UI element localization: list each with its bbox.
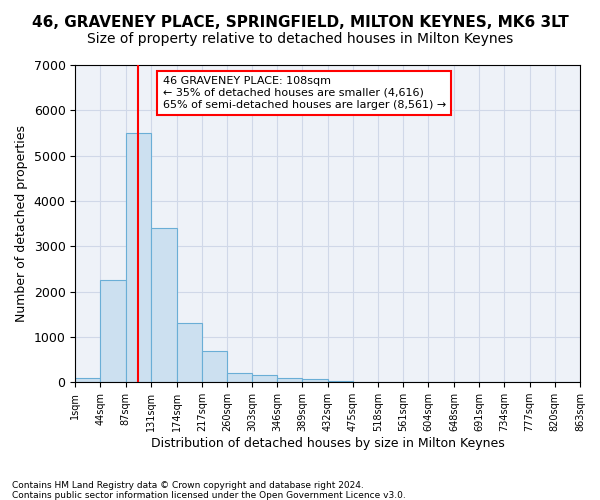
Bar bbox=[328, 381, 353, 382]
Bar bbox=[75, 378, 100, 382]
Text: Contains HM Land Registry data © Crown copyright and database right 2024.: Contains HM Land Registry data © Crown c… bbox=[12, 480, 364, 490]
Text: 46, GRAVENEY PLACE, SPRINGFIELD, MILTON KEYNES, MK6 3LT: 46, GRAVENEY PLACE, SPRINGFIELD, MILTON … bbox=[32, 15, 568, 30]
X-axis label: Distribution of detached houses by size in Milton Keynes: Distribution of detached houses by size … bbox=[151, 437, 505, 450]
Y-axis label: Number of detached properties: Number of detached properties bbox=[15, 125, 28, 322]
Bar bbox=[151, 228, 176, 382]
Bar bbox=[302, 378, 328, 382]
Bar bbox=[100, 280, 125, 382]
Bar bbox=[176, 324, 202, 382]
Text: Contains public sector information licensed under the Open Government Licence v3: Contains public sector information licen… bbox=[12, 490, 406, 500]
Bar bbox=[252, 376, 277, 382]
Text: Size of property relative to detached houses in Milton Keynes: Size of property relative to detached ho… bbox=[87, 32, 513, 46]
Bar bbox=[227, 373, 252, 382]
Text: 46 GRAVENEY PLACE: 108sqm
← 35% of detached houses are smaller (4,616)
65% of se: 46 GRAVENEY PLACE: 108sqm ← 35% of detac… bbox=[163, 76, 446, 110]
Bar bbox=[125, 133, 151, 382]
Bar bbox=[277, 378, 302, 382]
Bar bbox=[202, 350, 227, 382]
